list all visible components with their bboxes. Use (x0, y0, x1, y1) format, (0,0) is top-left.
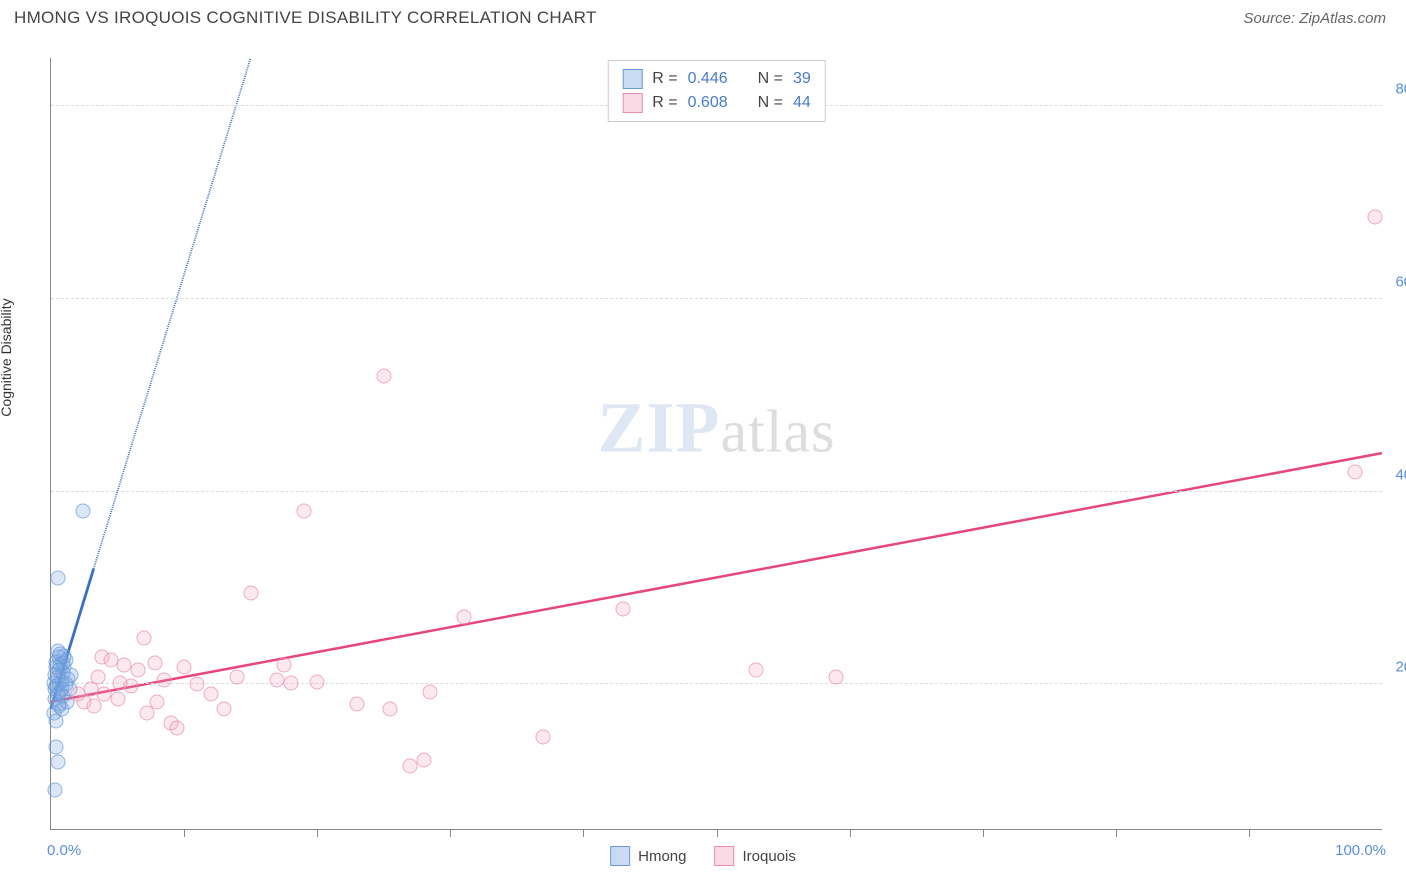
x-tick (850, 829, 851, 837)
data-point (423, 685, 438, 700)
data-point (190, 677, 205, 692)
data-point (296, 503, 311, 518)
correlation-legend: R = 0.446 N = 39 R = 0.608 N = 44 (607, 60, 826, 122)
data-point (350, 696, 365, 711)
x-tick-label: 0.0% (47, 842, 81, 859)
data-point (616, 602, 631, 617)
gridline (51, 298, 1382, 299)
y-tick-label: 40.0% (1395, 466, 1406, 483)
data-point (51, 696, 66, 711)
data-point (49, 714, 64, 729)
y-tick-label: 80.0% (1395, 81, 1406, 98)
x-tick (1116, 829, 1117, 837)
gridline (51, 491, 1382, 492)
legend-item: Hmong (610, 846, 686, 866)
data-point (49, 660, 64, 675)
data-point (150, 694, 165, 709)
data-point (110, 691, 125, 706)
data-point (203, 687, 218, 702)
data-point (230, 669, 245, 684)
data-point (456, 609, 471, 624)
x-tick (983, 829, 984, 837)
data-point (75, 503, 90, 518)
data-point (49, 740, 64, 755)
y-axis-label: Cognitive Disability (0, 298, 14, 416)
y-tick-label: 60.0% (1395, 273, 1406, 290)
n-label: N = (758, 70, 783, 88)
plot-area: ZIPatlas R =0.446N =39R =0.608N =44 20.0… (50, 58, 1382, 830)
data-point (243, 585, 258, 600)
x-tick (583, 829, 584, 837)
legend-label: Hmong (638, 848, 686, 865)
data-point (416, 752, 431, 767)
data-point (90, 669, 105, 684)
x-tick (450, 829, 451, 837)
data-point (123, 679, 138, 694)
chart-container: Cognitive Disability ZIPatlas R =0.446N … (14, 40, 1392, 872)
r-label: R = (652, 70, 677, 88)
legend-swatch (622, 93, 642, 113)
x-tick (717, 829, 718, 837)
legend-swatch (610, 846, 630, 866)
data-point (137, 631, 152, 646)
data-point (47, 783, 62, 798)
x-tick (184, 829, 185, 837)
data-point (376, 369, 391, 384)
data-point (130, 662, 145, 677)
data-point (276, 658, 291, 673)
data-point (310, 674, 325, 689)
data-point (50, 571, 65, 586)
data-point (170, 720, 185, 735)
legend-label: Iroquois (742, 848, 795, 865)
n-value: 39 (793, 70, 811, 88)
data-point (86, 698, 101, 713)
gridline (51, 683, 1382, 684)
data-point (1368, 210, 1383, 225)
x-tick (1249, 829, 1250, 837)
data-point (283, 675, 298, 690)
data-point (139, 706, 154, 721)
x-tick-label: 100.0% (1335, 842, 1386, 859)
trend-lines (51, 58, 1382, 829)
n-label: N = (758, 94, 783, 112)
source-label: Source: ZipAtlas.com (1243, 10, 1386, 27)
legend-row: R = 0.446 N = 39 (622, 67, 811, 91)
data-point (536, 730, 551, 745)
data-point (383, 701, 398, 716)
x-tick (317, 829, 318, 837)
series-legend: Hmong Iroquois (610, 846, 796, 866)
r-label: R = (652, 94, 677, 112)
n-value: 44 (793, 94, 811, 112)
legend-item: Iroquois (714, 846, 795, 866)
legend-row: R = 0.608 N = 44 (622, 91, 811, 115)
data-point (829, 669, 844, 684)
data-point (1348, 465, 1363, 480)
chart-title: HMONG VS IROQUOIS COGNITIVE DISABILITY C… (14, 8, 597, 28)
header: HMONG VS IROQUOIS COGNITIVE DISABILITY C… (0, 0, 1406, 32)
y-tick-label: 20.0% (1395, 659, 1406, 676)
data-point (217, 701, 232, 716)
r-value: 0.446 (688, 70, 728, 88)
data-point (147, 656, 162, 671)
legend-swatch (714, 846, 734, 866)
data-point (50, 754, 65, 769)
data-point (157, 672, 172, 687)
legend-swatch (622, 69, 642, 89)
r-value: 0.608 (688, 94, 728, 112)
data-point (749, 662, 764, 677)
data-point (177, 660, 192, 675)
